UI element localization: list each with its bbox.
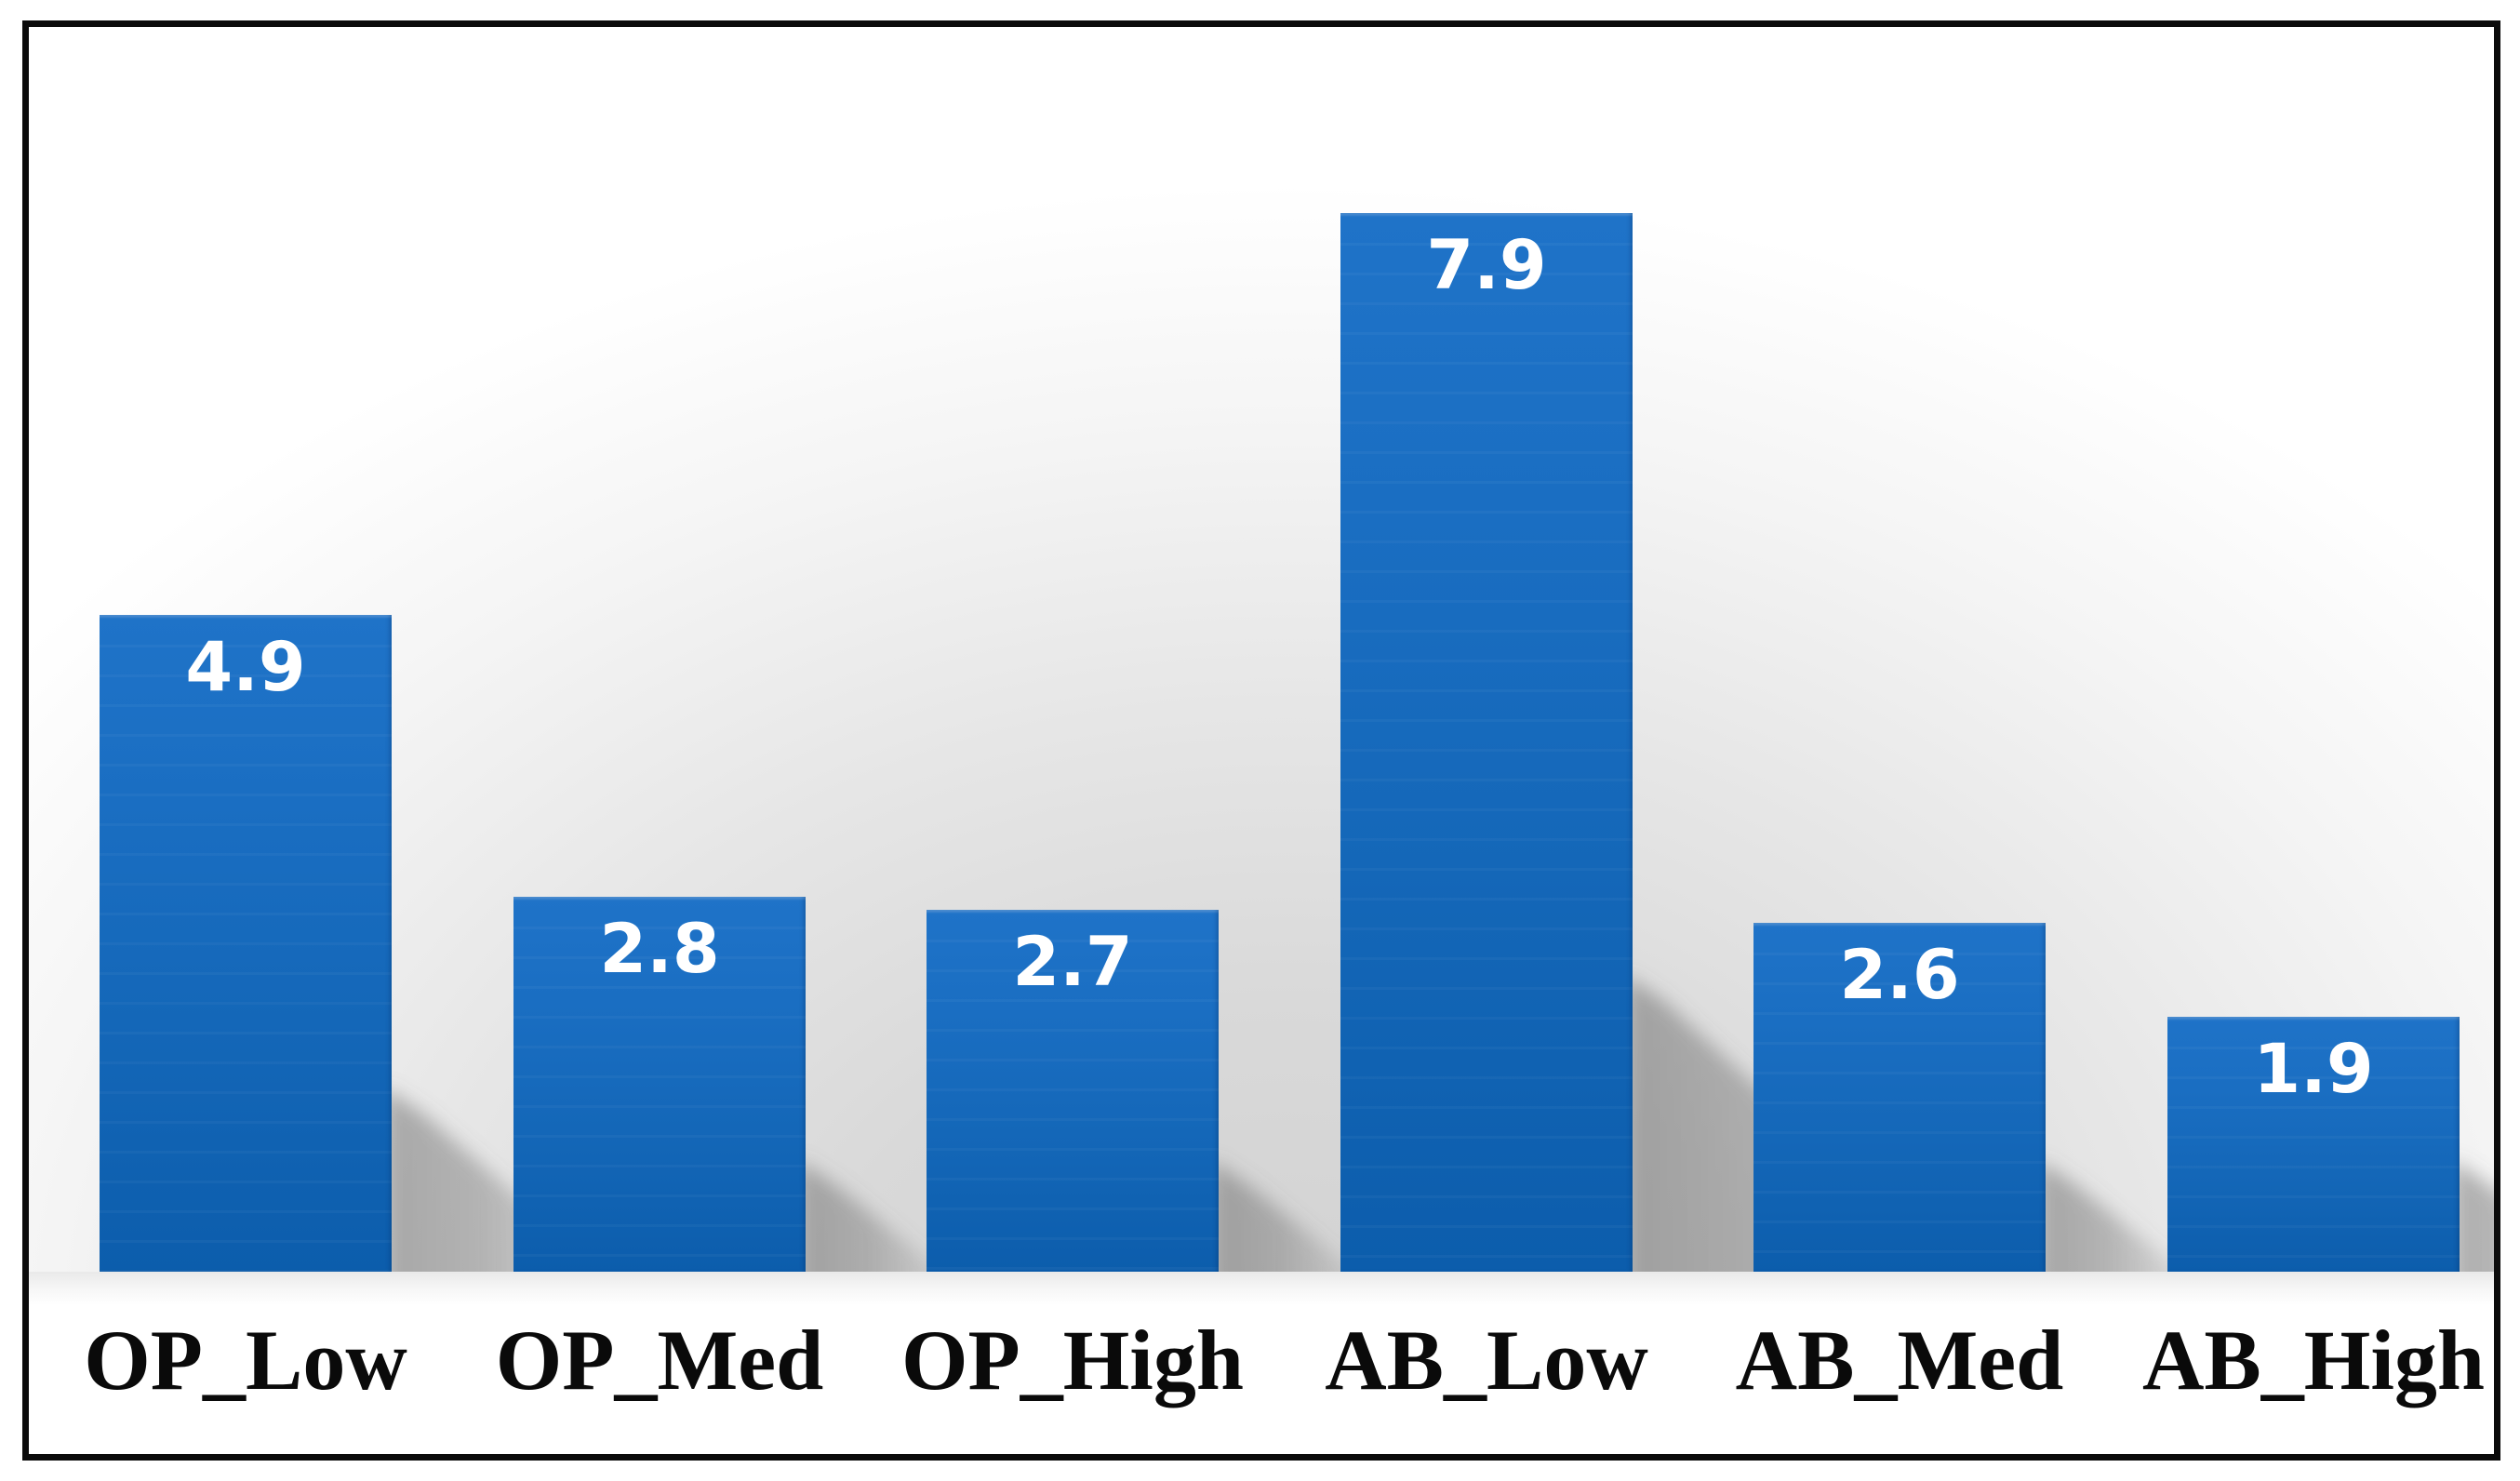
bar: 4.9 (100, 615, 392, 1272)
bar-value-label: 7.9 (1426, 226, 1547, 305)
bar: 7.9 (1340, 213, 1633, 1272)
bar-value-label: 1.9 (2253, 1030, 2374, 1109)
category-label: AB_Low (1325, 1313, 1648, 1408)
bar-value-label: 2.7 (1012, 923, 1133, 1002)
category-label: AB_High (2141, 1313, 2486, 1408)
category-labels-layer: OP_Low OP_Med OP_High AB_Low AB_Med AB_High (29, 27, 2494, 1454)
bar: 2.6 (1753, 923, 2046, 1272)
bar-value-label: 2.6 (1839, 936, 1960, 1015)
category-label: AB_Med (1735, 1313, 2064, 1408)
bar-value-label: 2.8 (599, 910, 720, 989)
bar: 1.9 (2167, 1017, 2460, 1272)
bar-shadow (2038, 1160, 2207, 1292)
figure-frame: 4.9 2.8 2.7 7.9 2.6 1.9 OP_Low OP_Med OP_H… (22, 20, 2500, 1461)
bar-shadow (798, 1160, 967, 1292)
bars-layer: 4.9 2.8 2.7 7.9 2.6 1.9 (29, 27, 2494, 1454)
bar: 2.7 (927, 910, 1219, 1272)
category-label: OP_Med (495, 1313, 824, 1408)
bar-value-label: 4.9 (185, 628, 306, 707)
chart-wall-background (29, 27, 2494, 1272)
bar: 2.8 (513, 897, 806, 1272)
category-label: OP_Low (84, 1313, 407, 1408)
category-label: OP_High (900, 1313, 1245, 1408)
floor-strip (29, 1272, 2494, 1305)
chart-area: 4.9 2.8 2.7 7.9 2.6 1.9 OP_Low OP_Med OP_H… (29, 27, 2494, 1454)
bar-shadow (2452, 1160, 2494, 1292)
bar-shadow (1211, 1160, 1380, 1292)
